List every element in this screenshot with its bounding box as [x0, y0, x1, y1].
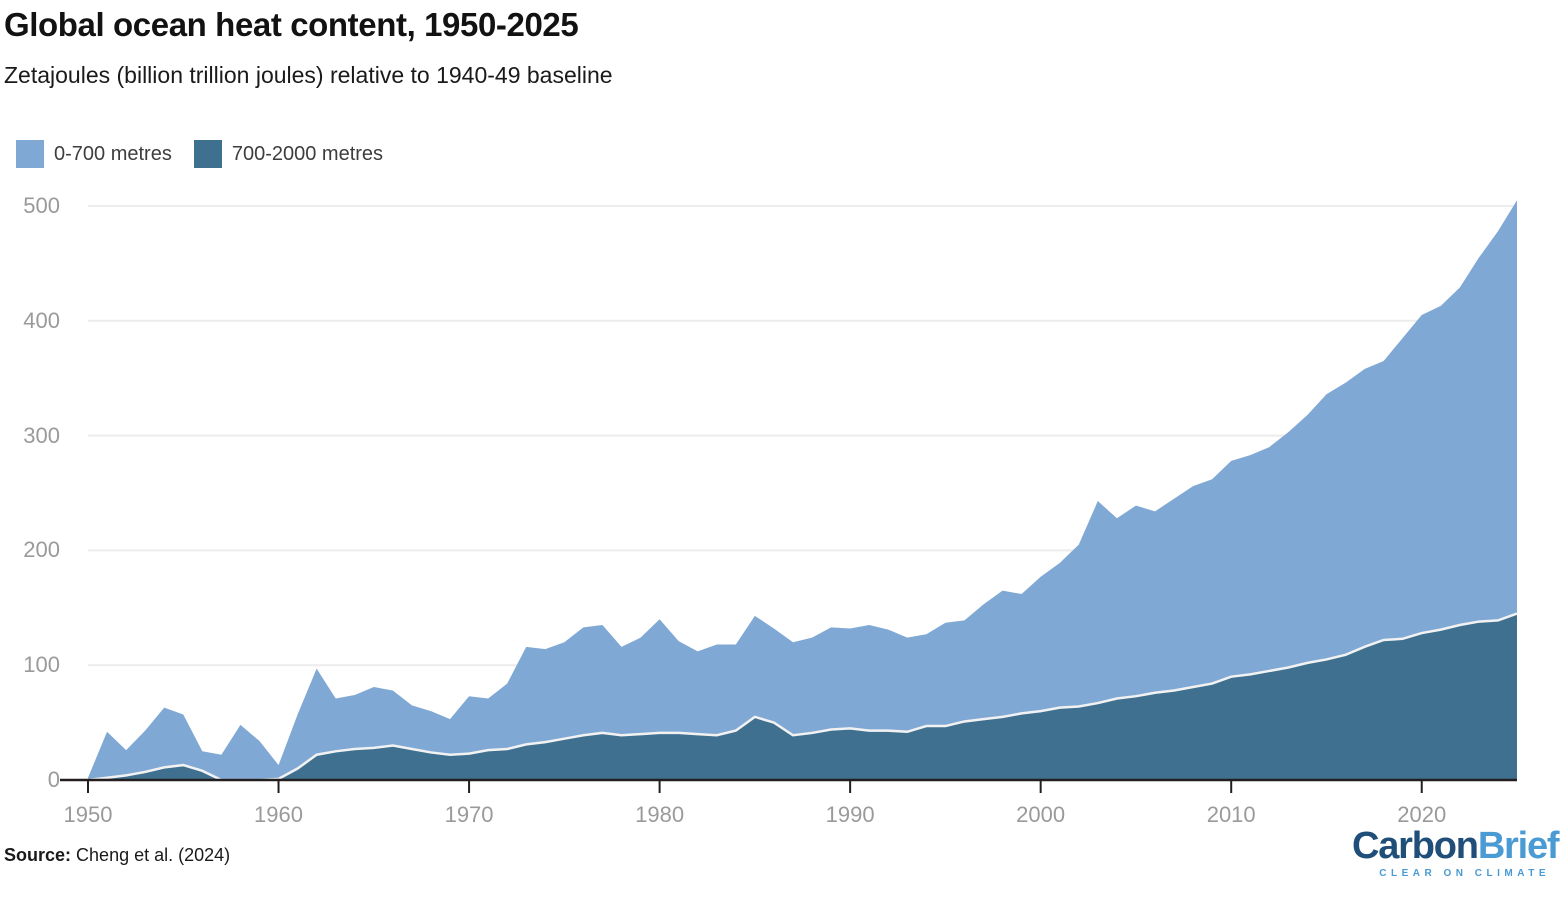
- logo-word-carbon: Carbon: [1352, 825, 1479, 867]
- x-tick-label: 1990: [825, 802, 875, 827]
- x-tick-label: 1950: [63, 802, 113, 827]
- y-tick-label: 200: [23, 537, 60, 563]
- x-tick-label: 2000: [1016, 802, 1066, 827]
- chart-subtitle: Zetajoules (billion trillion joules) rel…: [4, 62, 613, 88]
- x-tick-label: 2020: [1397, 802, 1447, 827]
- source-note: Source: Cheng et al. (2024): [4, 845, 230, 866]
- source-value: Cheng et al. (2024): [76, 845, 231, 865]
- legend-item-0-700[interactable]: 0-700 metres: [16, 140, 172, 168]
- legend-swatch-0-700: [16, 140, 44, 168]
- logo-wordmark: CarbonBrief: [1352, 825, 1560, 867]
- y-tick-label: 400: [23, 307, 60, 333]
- legend-swatch-700-2000: [193, 140, 222, 168]
- y-tick-label: 100: [23, 652, 60, 678]
- x-tick-label: 1960: [254, 802, 303, 827]
- y-tick-label: 0: [47, 767, 60, 792]
- y-tick-label: 500: [23, 193, 60, 218]
- chart-title: Global ocean heat content, 1950-2025: [4, 6, 579, 43]
- chart-legend: 0-700 metres 700-2000 metres: [16, 140, 383, 168]
- logo-word-brief: Brief: [1477, 825, 1560, 867]
- source-label: Source:: [4, 845, 72, 865]
- x-tick-label: 1970: [444, 802, 494, 827]
- carbonbrief-logo[interactable]: CarbonBrief CLEAR ON CLIMATE: [1352, 825, 1560, 892]
- x-tick-label: 1980: [635, 802, 685, 827]
- legend-label-700-2000: 700-2000 metres: [231, 142, 384, 165]
- logo-tagline: CLEAR ON CLIMATE: [1379, 868, 1550, 879]
- y-tick-label: 300: [23, 422, 60, 448]
- x-tick-label: 2010: [1206, 802, 1256, 827]
- legend-label-0-700: 0-700 metres: [54, 142, 172, 165]
- legend-item-700-2000[interactable]: 700-2000 metres: [193, 140, 384, 168]
